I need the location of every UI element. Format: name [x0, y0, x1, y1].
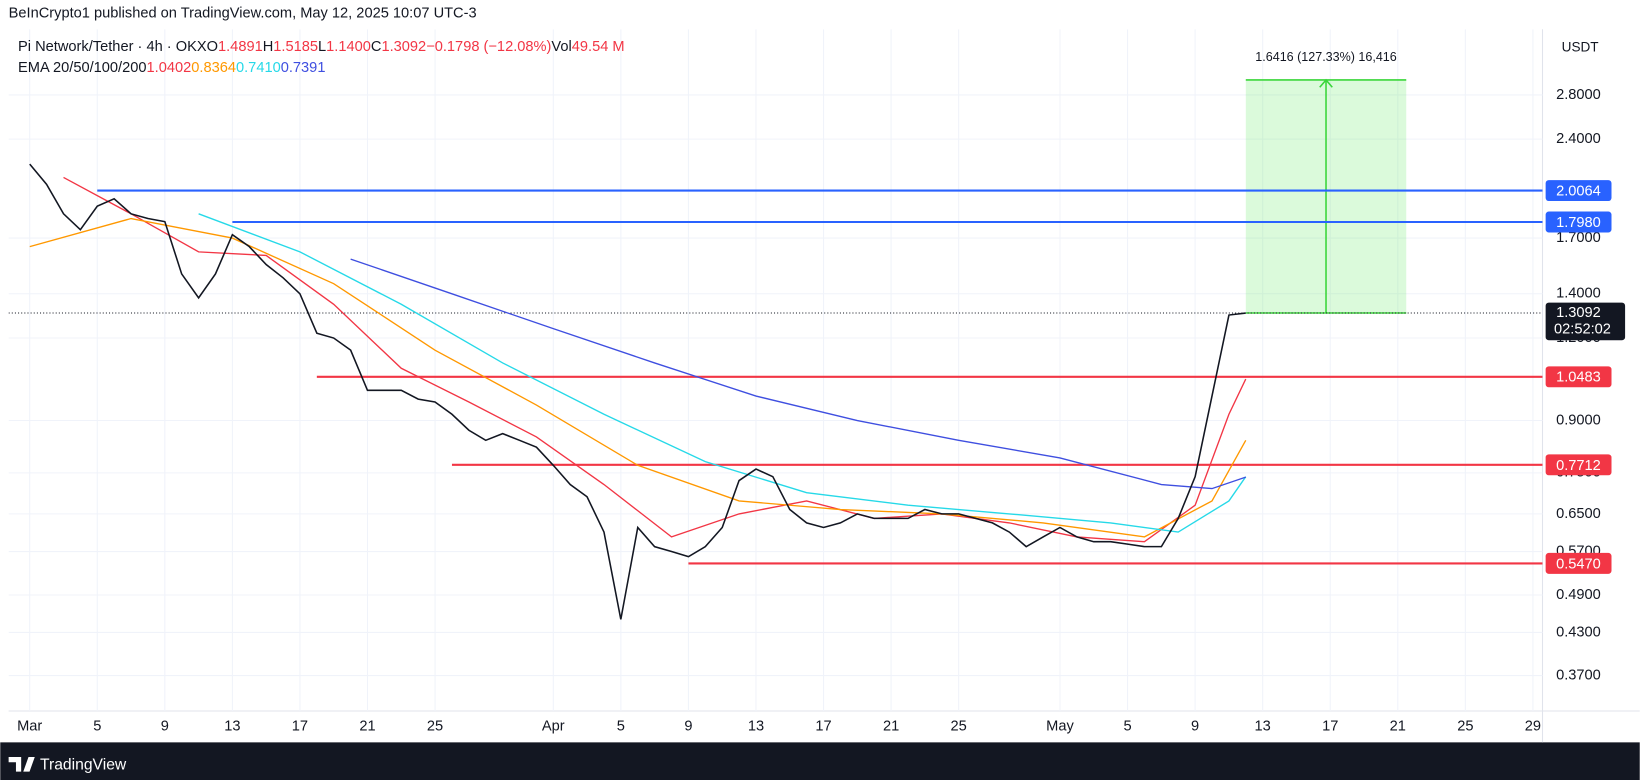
x-tick-label: 25 — [1457, 719, 1473, 735]
plot — [8, 29, 1543, 711]
ohlc-key: L — [318, 39, 326, 55]
level-tag — [1545, 180, 1612, 201]
x-tick-label: 25 — [427, 719, 443, 735]
y-tick-label: 0.9000 — [1556, 412, 1601, 428]
level-tag — [1545, 366, 1612, 388]
level-tag — [1545, 454, 1612, 476]
x-tick-label: 17 — [1322, 719, 1338, 735]
level-label: 2.0064 — [1556, 183, 1601, 199]
change: −0.1798 (−12.08%) — [426, 39, 551, 55]
x-tick-label: 13 — [1255, 719, 1271, 735]
x-tick-label: 25 — [951, 719, 967, 735]
legend-title: Pi Network/Tether · 4h · OKXO1.4891H1.51… — [18, 39, 625, 55]
x-tick-label: May — [1046, 719, 1074, 735]
y-tick-label: 0.4900 — [1556, 587, 1601, 603]
price-line — [29, 163, 1246, 620]
legend-ema: EMA 20/50/100/2001.04020.83640.74100.739… — [18, 60, 325, 76]
volume-key: Vol — [551, 39, 571, 55]
x-tick-label: Mar — [17, 719, 42, 735]
level-tag — [1545, 211, 1612, 233]
ohlc-value: 1.3092 — [381, 39, 426, 55]
ema-line — [350, 258, 1246, 490]
countdown: 02:52:02 — [1554, 322, 1611, 338]
ema-value: 0.7410 — [236, 60, 281, 76]
level-label: 0.5470 — [1556, 556, 1601, 572]
x-tick-label: 5 — [617, 719, 625, 735]
logo — [8, 756, 35, 772]
x-tick-label: Apr — [542, 719, 565, 735]
ohlc-value: 1.4891 — [218, 39, 263, 55]
symbol: Pi Network/Tether · 4h · OKX — [18, 39, 207, 55]
footer-logo: TradingView — [40, 757, 127, 774]
ohlc-key: H — [263, 39, 274, 55]
ohlc-key: C — [371, 39, 382, 55]
level-label: 1.0483 — [1556, 370, 1601, 386]
ohlc-value: 1.1400 — [326, 39, 371, 55]
x-tick-label: 5 — [1123, 719, 1131, 735]
x-tick-label: 5 — [93, 719, 101, 735]
ema-line — [63, 176, 1247, 543]
ohlc-value: 1.5185 — [273, 39, 318, 55]
currency: USDT — [1562, 40, 1599, 55]
ema-value: 0.8364 — [191, 60, 236, 76]
y-tick-label: 0.3700 — [1556, 667, 1601, 683]
x-tick-label: 21 — [883, 719, 899, 735]
y-tick-label: 0.6500 — [1556, 506, 1601, 522]
arrow — [1319, 78, 1333, 314]
y-tick-label: 2.4000 — [1556, 131, 1601, 147]
x-tick-label: 9 — [161, 719, 169, 735]
x-tick-label: 9 — [684, 719, 692, 735]
level-label: 0.7712 — [1556, 458, 1601, 474]
x-tick-label: 21 — [359, 719, 375, 735]
x-tick-label: 13 — [224, 719, 240, 735]
level-tag — [1545, 552, 1612, 574]
x-tick-label: 9 — [1191, 719, 1199, 735]
position-label: 1.6416 (127.33%) 16,416 — [1255, 50, 1396, 64]
ema-value: 1.0402 — [147, 60, 192, 76]
y-tick-label: 1.4000 — [1556, 286, 1601, 302]
ohlc-key: O — [207, 39, 218, 55]
x-tick-label: 21 — [1390, 719, 1406, 735]
ema-line — [198, 213, 1247, 533]
volume-value: 49.54 M — [572, 39, 625, 55]
x-tick-label: 17 — [292, 719, 308, 735]
legend: Pi Network/Tether · 4h · OKXO1.4891H1.51… — [18, 39, 625, 76]
publisher: BeInCrypto1 published on TradingView.com… — [9, 5, 477, 21]
level-label: 1.7980 — [1556, 215, 1601, 231]
x-tick-label: 29 — [1525, 719, 1541, 735]
footer-bar — [0, 742, 1640, 780]
x-tick-label: 13 — [748, 719, 764, 735]
x-tick-label: 17 — [815, 719, 831, 735]
last-price-tag — [1545, 302, 1626, 341]
last-price-label: 1.3092 — [1556, 305, 1601, 321]
y-tick-label: 2.8000 — [1556, 87, 1601, 103]
y-tick-label: 0.4300 — [1556, 624, 1601, 640]
y-tick-label: 1.7000 — [1556, 230, 1601, 246]
ema-title: EMA 20/50/100/200 — [18, 60, 146, 76]
ema-value: 0.7391 — [281, 60, 326, 76]
